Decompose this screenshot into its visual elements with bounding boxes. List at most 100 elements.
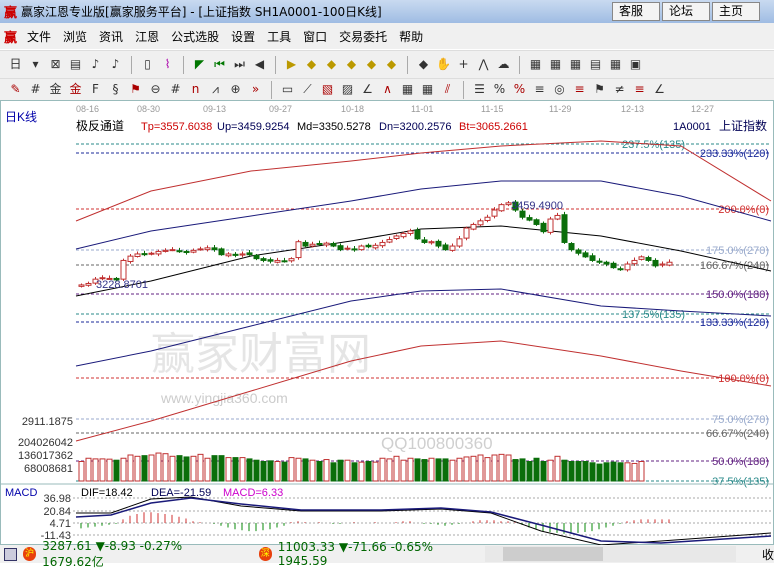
diamond-left-icon[interactable]: ▶	[286, 57, 297, 71]
macd-axis-label: 4.71	[50, 518, 71, 530]
chart-canvas[interactable]: 赢家财富网 www.yingjia360.com 日K线 08-16 08-30 0…	[1, 101, 774, 546]
bars-icon[interactable]: #	[170, 82, 181, 96]
forum-button[interactable]: 论坛	[662, 2, 710, 21]
zigzag-icon[interactable]: +	[458, 57, 469, 71]
fib-icon[interactable]: F	[92, 82, 99, 96]
pct-icon[interactable]: %	[513, 82, 526, 96]
next-icon[interactable]: ◀	[254, 57, 265, 71]
volume-bar	[274, 461, 281, 482]
volume-bar	[477, 454, 484, 482]
volume-bar	[85, 457, 92, 482]
scrollbar-thumb[interactable]	[503, 547, 604, 561]
grid-icon[interactable]: ☁	[497, 57, 510, 71]
period-dropdown-icon[interactable]: 日	[9, 57, 22, 71]
cloud-icon[interactable]: ⋀	[478, 57, 489, 71]
gold-level-icon[interactable]: ≡	[634, 82, 645, 96]
triangle-icon[interactable]: ⌇	[164, 57, 171, 71]
candle-dropdown-icon[interactable]: ♪	[111, 57, 120, 71]
watermark-url: www.yingjia360.com	[160, 390, 288, 406]
gold-icon[interactable]: 金	[49, 82, 62, 96]
menu-file[interactable]: 文件	[27, 29, 52, 44]
level-label: 166.67%(240)	[700, 260, 769, 272]
diamond-h-icon[interactable]: ◆	[326, 57, 337, 71]
date-tick: 11-01	[411, 104, 433, 114]
prev-icon[interactable]: ⏭	[234, 57, 245, 71]
gold-circle-icon[interactable]: ◎	[554, 82, 565, 96]
parallel-icon[interactable]: ⫽	[444, 82, 451, 96]
fan-icon[interactable]: ⚑	[130, 82, 141, 96]
diamond-right-icon[interactable]: ◆	[306, 57, 317, 71]
gold2-icon[interactable]: 金	[69, 82, 82, 96]
shenzhen-icon: 深	[258, 547, 272, 561]
md-value: Md=3350.5278	[297, 121, 371, 133]
bar3-icon[interactable]: ▤	[69, 57, 82, 71]
menu-gann[interactable]: 江恩	[135, 29, 160, 44]
pct-lines-icon[interactable]: ≡	[534, 82, 545, 96]
more-icon[interactable]: »	[251, 82, 260, 96]
horizontal-scrollbar[interactable]	[485, 546, 737, 562]
angle2-icon[interactable]: ∠	[362, 82, 373, 96]
kline-chart[interactable]: 赢家财富网 www.yingjia360.com 日K线 08-16 08-30 0…	[0, 100, 774, 546]
menu-tools[interactable]: 工具	[267, 29, 292, 44]
target-icon[interactable]: ⊕	[230, 82, 241, 96]
diamond-x-icon[interactable]: ◆	[346, 57, 357, 71]
chart-icon[interactable]: ▾	[32, 57, 39, 71]
wave-icon[interactable]: ∧	[383, 82, 392, 96]
pen-icon[interactable]: ✎	[10, 82, 21, 96]
diamond-v-icon[interactable]: ◆	[386, 57, 397, 71]
angle-icon[interactable]: ⩘	[212, 82, 219, 96]
calendar-icon[interactable]	[4, 547, 18, 561]
menu-info[interactable]: 资讯	[99, 29, 124, 44]
crosshair-icon[interactable]: ✋	[436, 57, 451, 71]
calculator-icon[interactable]: ▦	[549, 57, 562, 71]
last-icon[interactable]: ⏮	[214, 57, 225, 71]
menu-bar: 赢 文件 浏览 资讯 江恩 公式选股 设置 工具 窗口 交易委托 帮助	[0, 23, 774, 49]
level-icon[interactable]: ≠	[614, 82, 625, 96]
menu-formula[interactable]: 公式选股	[171, 29, 220, 44]
n2-icon[interactable]: n	[191, 82, 200, 96]
diamond-4-icon[interactable]: ◆	[366, 57, 377, 71]
candle-body	[449, 245, 456, 251]
candle-body	[176, 250, 183, 253]
bar9-icon[interactable]: ♪	[91, 57, 100, 71]
circle-icon[interactable]: ⊖	[150, 82, 161, 96]
gold-line-icon[interactable]: ≡	[574, 82, 585, 96]
candle-body	[582, 252, 589, 258]
arrow-pen-icon[interactable]: ⚑	[594, 82, 605, 96]
angle-tool-icon[interactable]: ∠	[654, 82, 665, 96]
volume-bar	[78, 461, 85, 482]
spiral-icon[interactable]: §	[112, 82, 119, 96]
lines-icon[interactable]: #	[30, 82, 41, 96]
table-icon[interactable]: ☰	[474, 82, 485, 96]
menu-trade[interactable]: 交易委托	[339, 29, 388, 44]
grid-icon[interactable]: ▦	[401, 82, 414, 96]
collapse-label[interactable]: 收	[762, 547, 774, 562]
menu-browse[interactable]: 浏览	[63, 29, 88, 44]
gann-box-icon[interactable]: ▧	[321, 82, 334, 96]
date-tick: 08-30	[137, 104, 160, 114]
calendar-icon[interactable]: ▦	[529, 57, 542, 71]
hand-icon[interactable]: ◆	[418, 57, 429, 71]
menu-settings[interactable]: 设置	[231, 29, 256, 44]
grid2-icon[interactable]: ▦	[421, 82, 434, 96]
fan-lines-icon[interactable]: ⟋	[303, 82, 312, 96]
box-icon[interactable]: ▭	[281, 82, 294, 96]
candle-body	[547, 218, 554, 233]
volume-bar	[183, 456, 190, 482]
homepage-button[interactable]: 主页	[712, 2, 760, 21]
save-icon[interactable]: ▤	[589, 57, 602, 71]
pct-red-icon[interactable]: %	[493, 82, 506, 96]
menu-window[interactable]: 窗口	[303, 29, 328, 44]
volume-bar	[176, 455, 183, 482]
candle-body	[134, 253, 141, 257]
network-icon[interactable]: ▦	[609, 57, 622, 71]
list-icon[interactable]: ⊠	[50, 57, 61, 71]
trade-icon[interactable]: ▣	[629, 57, 642, 71]
first-icon[interactable]: ◤	[194, 57, 205, 71]
menu-help[interactable]: 帮助	[399, 29, 424, 44]
candle-body	[337, 245, 344, 251]
gann-icon[interactable]: ▯	[144, 57, 151, 71]
customer-service-button[interactable]: 客服	[612, 2, 660, 21]
gann-square-icon[interactable]: ▨	[341, 82, 354, 96]
notes-icon[interactable]: ▦	[569, 57, 582, 71]
